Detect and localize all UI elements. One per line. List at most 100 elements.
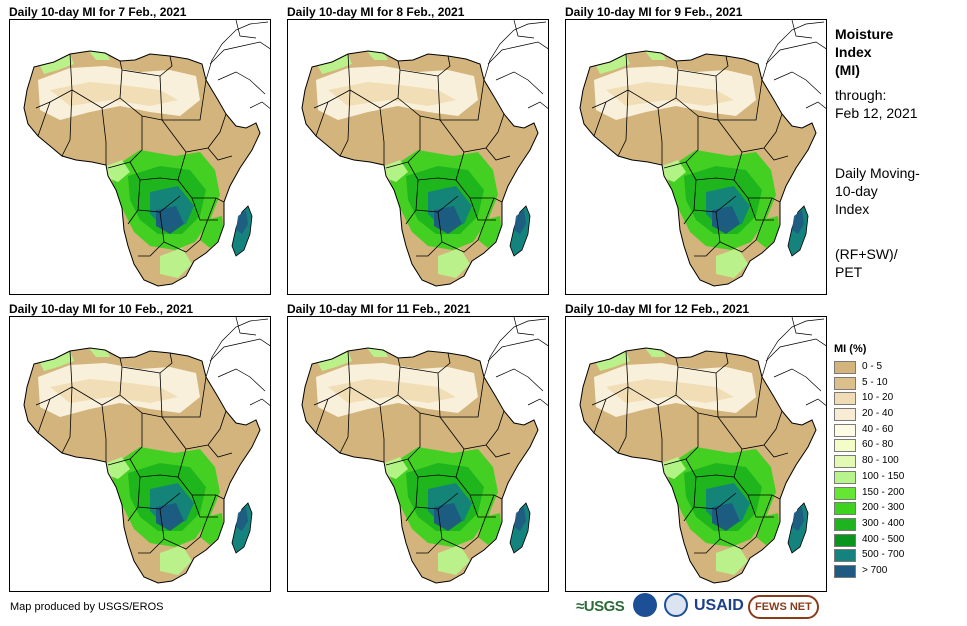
map-frame — [9, 316, 271, 592]
map-panel: Daily 10-day MI for 8 Feb., 2021 — [287, 5, 549, 295]
country-border — [37, 398, 51, 434]
madagascar-wet-core — [514, 210, 526, 234]
africa-coastline — [301, 347, 539, 584]
country-border — [415, 179, 459, 213]
sidebar-title-line2: Index — [835, 44, 872, 60]
legend-label: > 700 — [862, 564, 888, 576]
dry-zone-inner — [328, 379, 456, 403]
country-border — [138, 241, 165, 257]
neighbor-border — [765, 338, 826, 362]
dry-zone-inner — [606, 379, 734, 403]
neighbor-border — [773, 71, 822, 95]
country-border — [677, 352, 729, 374]
sidebar-description: Daily Moving- 10-day Index — [835, 164, 920, 218]
rainfall-zone-south — [438, 545, 470, 575]
rainfall-zone-light — [384, 160, 408, 182]
moisture-overlay — [594, 348, 780, 575]
neighbor-border — [805, 398, 826, 406]
legend-label: 500 - 700 — [862, 549, 905, 561]
country-border — [405, 209, 417, 225]
formula-line2: PET — [835, 264, 863, 280]
africa-map — [23, 317, 270, 584]
coastal-zone-northwest — [596, 351, 630, 371]
panel-title: Daily 10-day MI for 10 Feb., 2021 — [9, 302, 194, 316]
neighbor-border — [209, 338, 270, 362]
country-border — [121, 352, 173, 374]
country-border — [207, 444, 233, 458]
fews-net-logo: FEWS NET — [748, 595, 819, 619]
logo-strip: ≈USGS USAID FEWS NET — [576, 593, 826, 619]
country-border — [407, 458, 457, 478]
rainfall-zone-south — [716, 545, 748, 575]
country-border — [191, 197, 218, 221]
country-border — [315, 398, 329, 434]
country-border — [416, 241, 443, 257]
legend-label: 80 - 100 — [862, 455, 899, 467]
neighbor-border — [209, 41, 270, 65]
neighbor-border — [487, 41, 548, 65]
country-border — [715, 372, 763, 418]
country-border — [399, 352, 451, 374]
legend-swatch — [834, 439, 856, 453]
dhs-logo — [664, 593, 688, 617]
legend-swatch — [834, 455, 856, 469]
country-border — [593, 398, 607, 434]
coastal-zone-northwest — [40, 351, 74, 371]
legend-swatch — [834, 549, 856, 563]
country-border — [129, 458, 179, 478]
legend-label: 200 - 300 — [862, 502, 905, 514]
africa-coastline — [579, 347, 817, 584]
neighbor-border — [791, 317, 813, 336]
usaid-logo: USAID — [694, 597, 744, 614]
country-border — [138, 538, 165, 554]
legend-item: 5 - 10 — [834, 376, 888, 392]
legend-swatch — [834, 533, 856, 547]
country-border — [677, 55, 729, 77]
country-border — [137, 179, 181, 213]
legend-item: 80 - 100 — [834, 454, 899, 470]
country-border — [663, 413, 699, 466]
desc-line3: Index — [835, 201, 870, 217]
country-border — [313, 350, 351, 406]
sidebar-title: Moisture Index (MI) — [835, 25, 893, 79]
country-border — [715, 197, 773, 253]
sidebar-title-line1: Moisture — [835, 26, 894, 42]
desc-line1: Daily Moving- — [835, 165, 920, 181]
sidebar-formula: (RF+SW)/ PET — [835, 245, 898, 281]
legend-item: 0 - 5 — [834, 360, 882, 376]
africa-map — [23, 20, 270, 287]
country-border — [663, 116, 699, 169]
map-panel: Daily 10-day MI for 11 Feb., 2021 — [287, 302, 549, 592]
country-border — [339, 386, 351, 454]
africa-coastline — [23, 347, 261, 584]
country-border — [437, 494, 495, 550]
footer-credit: Map produced by USGS/EROS — [10, 601, 164, 613]
country-border — [693, 179, 737, 213]
country-border — [694, 241, 721, 257]
country-border — [593, 101, 607, 137]
rainfall-zone-light — [662, 457, 686, 479]
map-frame — [565, 19, 827, 295]
country-border — [37, 101, 51, 137]
country-border — [339, 89, 351, 157]
map-frame — [565, 316, 827, 592]
rainfall-zone-max — [434, 503, 462, 531]
country-border — [715, 75, 763, 121]
legend-item: 20 - 40 — [834, 407, 893, 423]
rainfall-zone-light — [106, 457, 130, 479]
legend-swatch — [834, 502, 856, 516]
neighbor-border — [513, 20, 535, 39]
neighbor-border — [205, 21, 269, 81]
neighbor-border — [235, 317, 257, 336]
neighbor-border — [217, 368, 266, 392]
country-border — [485, 444, 511, 458]
formula-line1: (RF+SW)/ — [835, 246, 898, 262]
madagascar-wet-core — [792, 507, 804, 531]
country-border — [415, 476, 459, 510]
legend-item: 10 - 20 — [834, 391, 893, 407]
legend-rows: 0 - 5 5 - 10 10 - 20 20 - 40 40 - 60 60 - 80 8… — [834, 360, 904, 580]
country-border — [715, 494, 773, 550]
neighbor-border — [495, 368, 544, 392]
country-border — [617, 89, 629, 157]
through-date: Feb 12, 2021 — [835, 105, 918, 121]
